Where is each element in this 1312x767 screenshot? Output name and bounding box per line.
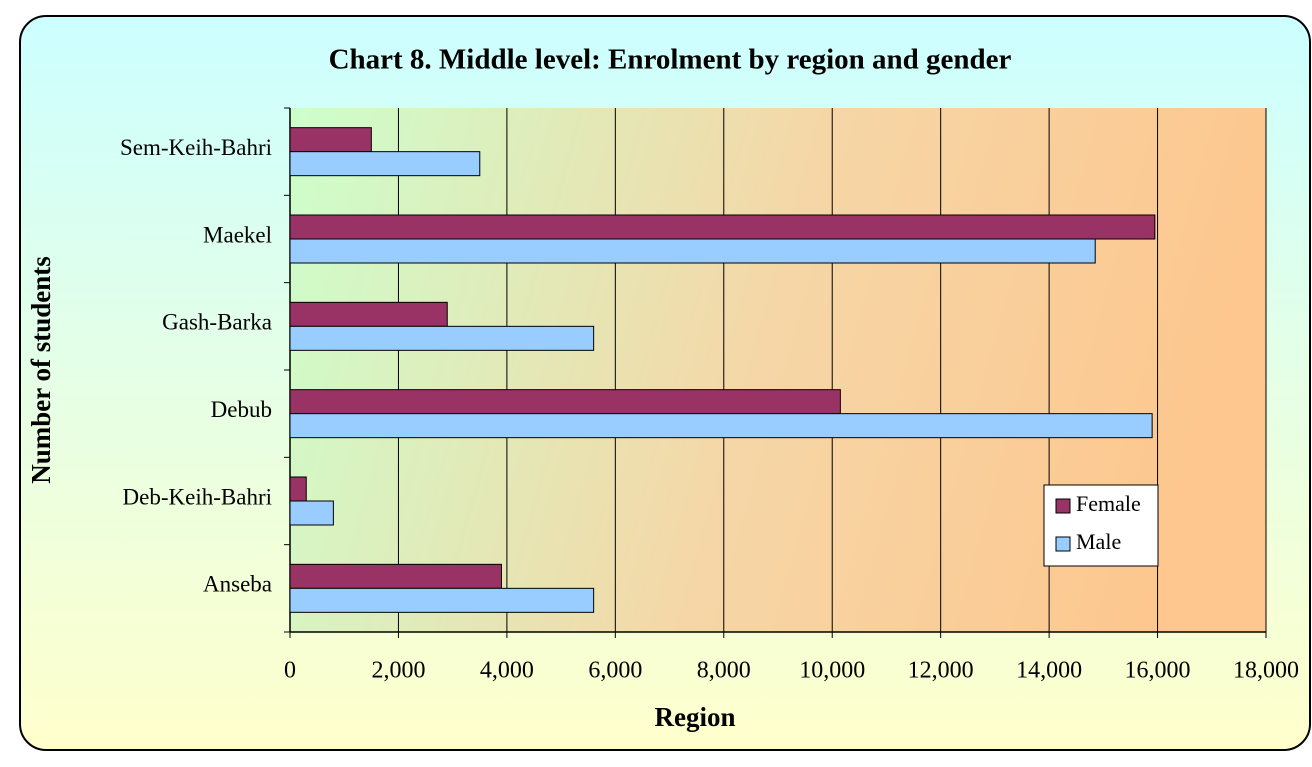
- bar: [289, 127, 372, 153]
- legend-swatch: [1055, 536, 1071, 552]
- x-tick-label: 4,000: [480, 658, 534, 684]
- x-tick-label: 2,000: [371, 658, 425, 684]
- chart-title: Chart 8. Middle level: Enrolment by regi…: [329, 44, 1012, 76]
- legend-box: [1043, 484, 1159, 567]
- x-tick-label: 16,000: [1125, 658, 1191, 684]
- bar: [289, 151, 481, 177]
- x-tick-label: 12,000: [908, 658, 974, 684]
- x-axis-title: Region: [655, 702, 736, 732]
- bar: [289, 389, 841, 415]
- y-tick-label: Deb-Keih-Bahri: [123, 484, 272, 509]
- x-tick-label: 6,000: [588, 658, 642, 684]
- bar: [289, 500, 334, 526]
- bar: [289, 325, 595, 351]
- bar: [289, 301, 448, 327]
- y-tick-label: Debub: [211, 397, 272, 422]
- legend-label: Female: [1076, 491, 1141, 516]
- y-tick-label: Maekel: [203, 222, 272, 247]
- bar: [289, 563, 502, 589]
- y-axis-title: Number of students: [26, 256, 56, 484]
- bar: [289, 587, 595, 613]
- y-tick-label: Anseba: [203, 572, 272, 597]
- y-tick-label: Gash-Barka: [162, 310, 272, 335]
- x-tick-label: 10,000: [799, 658, 865, 684]
- x-tick-label: 14,000: [1016, 658, 1082, 684]
- x-tick-label: 8,000: [697, 658, 751, 684]
- bar: [289, 413, 1153, 439]
- bar: [289, 476, 307, 502]
- x-tick-label: 0: [284, 658, 296, 684]
- x-tick-label: 18,000: [1233, 658, 1299, 684]
- bar: [289, 238, 1096, 264]
- legend-label: Male: [1076, 529, 1121, 554]
- legend-swatch: [1055, 498, 1071, 514]
- bar: [289, 214, 1156, 240]
- y-tick-label: Sem-Keih-Bahri: [120, 135, 272, 160]
